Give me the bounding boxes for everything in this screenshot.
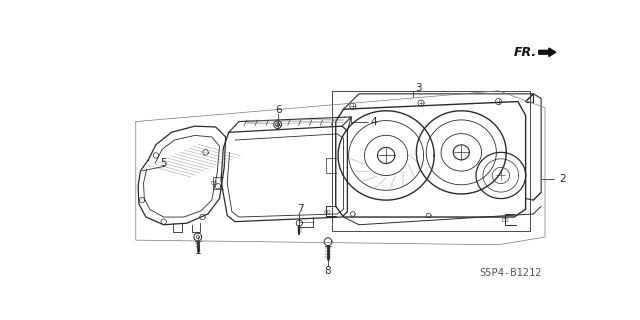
Text: 3: 3 xyxy=(415,83,422,93)
Text: S5P4-B1212: S5P4-B1212 xyxy=(479,268,541,278)
Text: 6: 6 xyxy=(275,105,282,115)
Text: 2: 2 xyxy=(560,173,566,184)
Text: OO: OO xyxy=(211,181,218,186)
Text: 4: 4 xyxy=(371,116,377,126)
Text: OO: OO xyxy=(502,218,509,223)
Text: 1: 1 xyxy=(195,246,201,256)
Text: 7: 7 xyxy=(297,204,303,213)
Text: 5: 5 xyxy=(161,158,167,168)
Text: 8: 8 xyxy=(324,266,332,276)
Text: OO: OO xyxy=(323,210,331,215)
FancyArrow shape xyxy=(539,48,556,57)
Text: FR.: FR. xyxy=(514,46,537,59)
